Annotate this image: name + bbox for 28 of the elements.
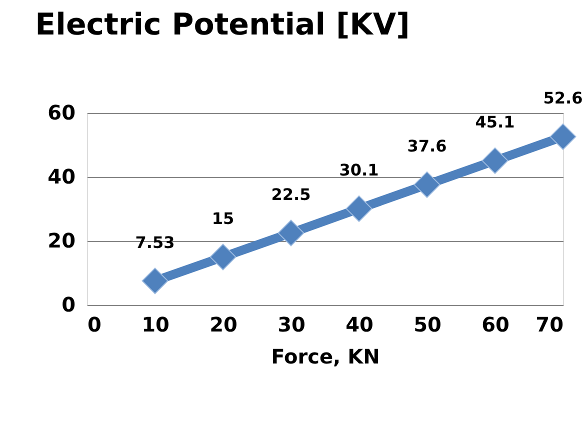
point xyxy=(278,220,304,246)
point xyxy=(550,123,576,150)
x-tick-label: 20 xyxy=(210,312,238,336)
x-tick-label: 30 xyxy=(278,312,306,336)
point xyxy=(414,171,440,198)
data-label: 30.1 xyxy=(339,160,379,180)
data-label: 52.6 xyxy=(543,88,583,108)
x-tick-label: 0 xyxy=(88,312,102,336)
x-tick-label: 60 xyxy=(482,312,510,336)
x-tick-label: 40 xyxy=(346,312,374,336)
x-tick-label: 50 xyxy=(414,312,442,336)
y-tick-label: 40 xyxy=(48,164,76,188)
x-tick-label: 10 xyxy=(142,312,170,336)
y-tick-label: 20 xyxy=(48,228,76,252)
y-tick-label: 0 xyxy=(62,292,76,316)
data-label: 15 xyxy=(212,209,234,228)
point xyxy=(142,268,168,294)
y-tick-label: 60 xyxy=(48,100,76,124)
point xyxy=(210,244,236,270)
data-label: 7.53 xyxy=(135,232,175,252)
x-axis-title: Force, KN xyxy=(271,344,380,368)
point xyxy=(482,147,508,174)
data-label: 37.6 xyxy=(407,136,447,156)
data-label: 22.5 xyxy=(271,185,311,204)
x-tick-label: 70 xyxy=(536,312,564,336)
chart-title: Electric Potential [KV] xyxy=(35,8,410,43)
point xyxy=(346,195,372,222)
data-label: 45.1 xyxy=(475,112,515,132)
